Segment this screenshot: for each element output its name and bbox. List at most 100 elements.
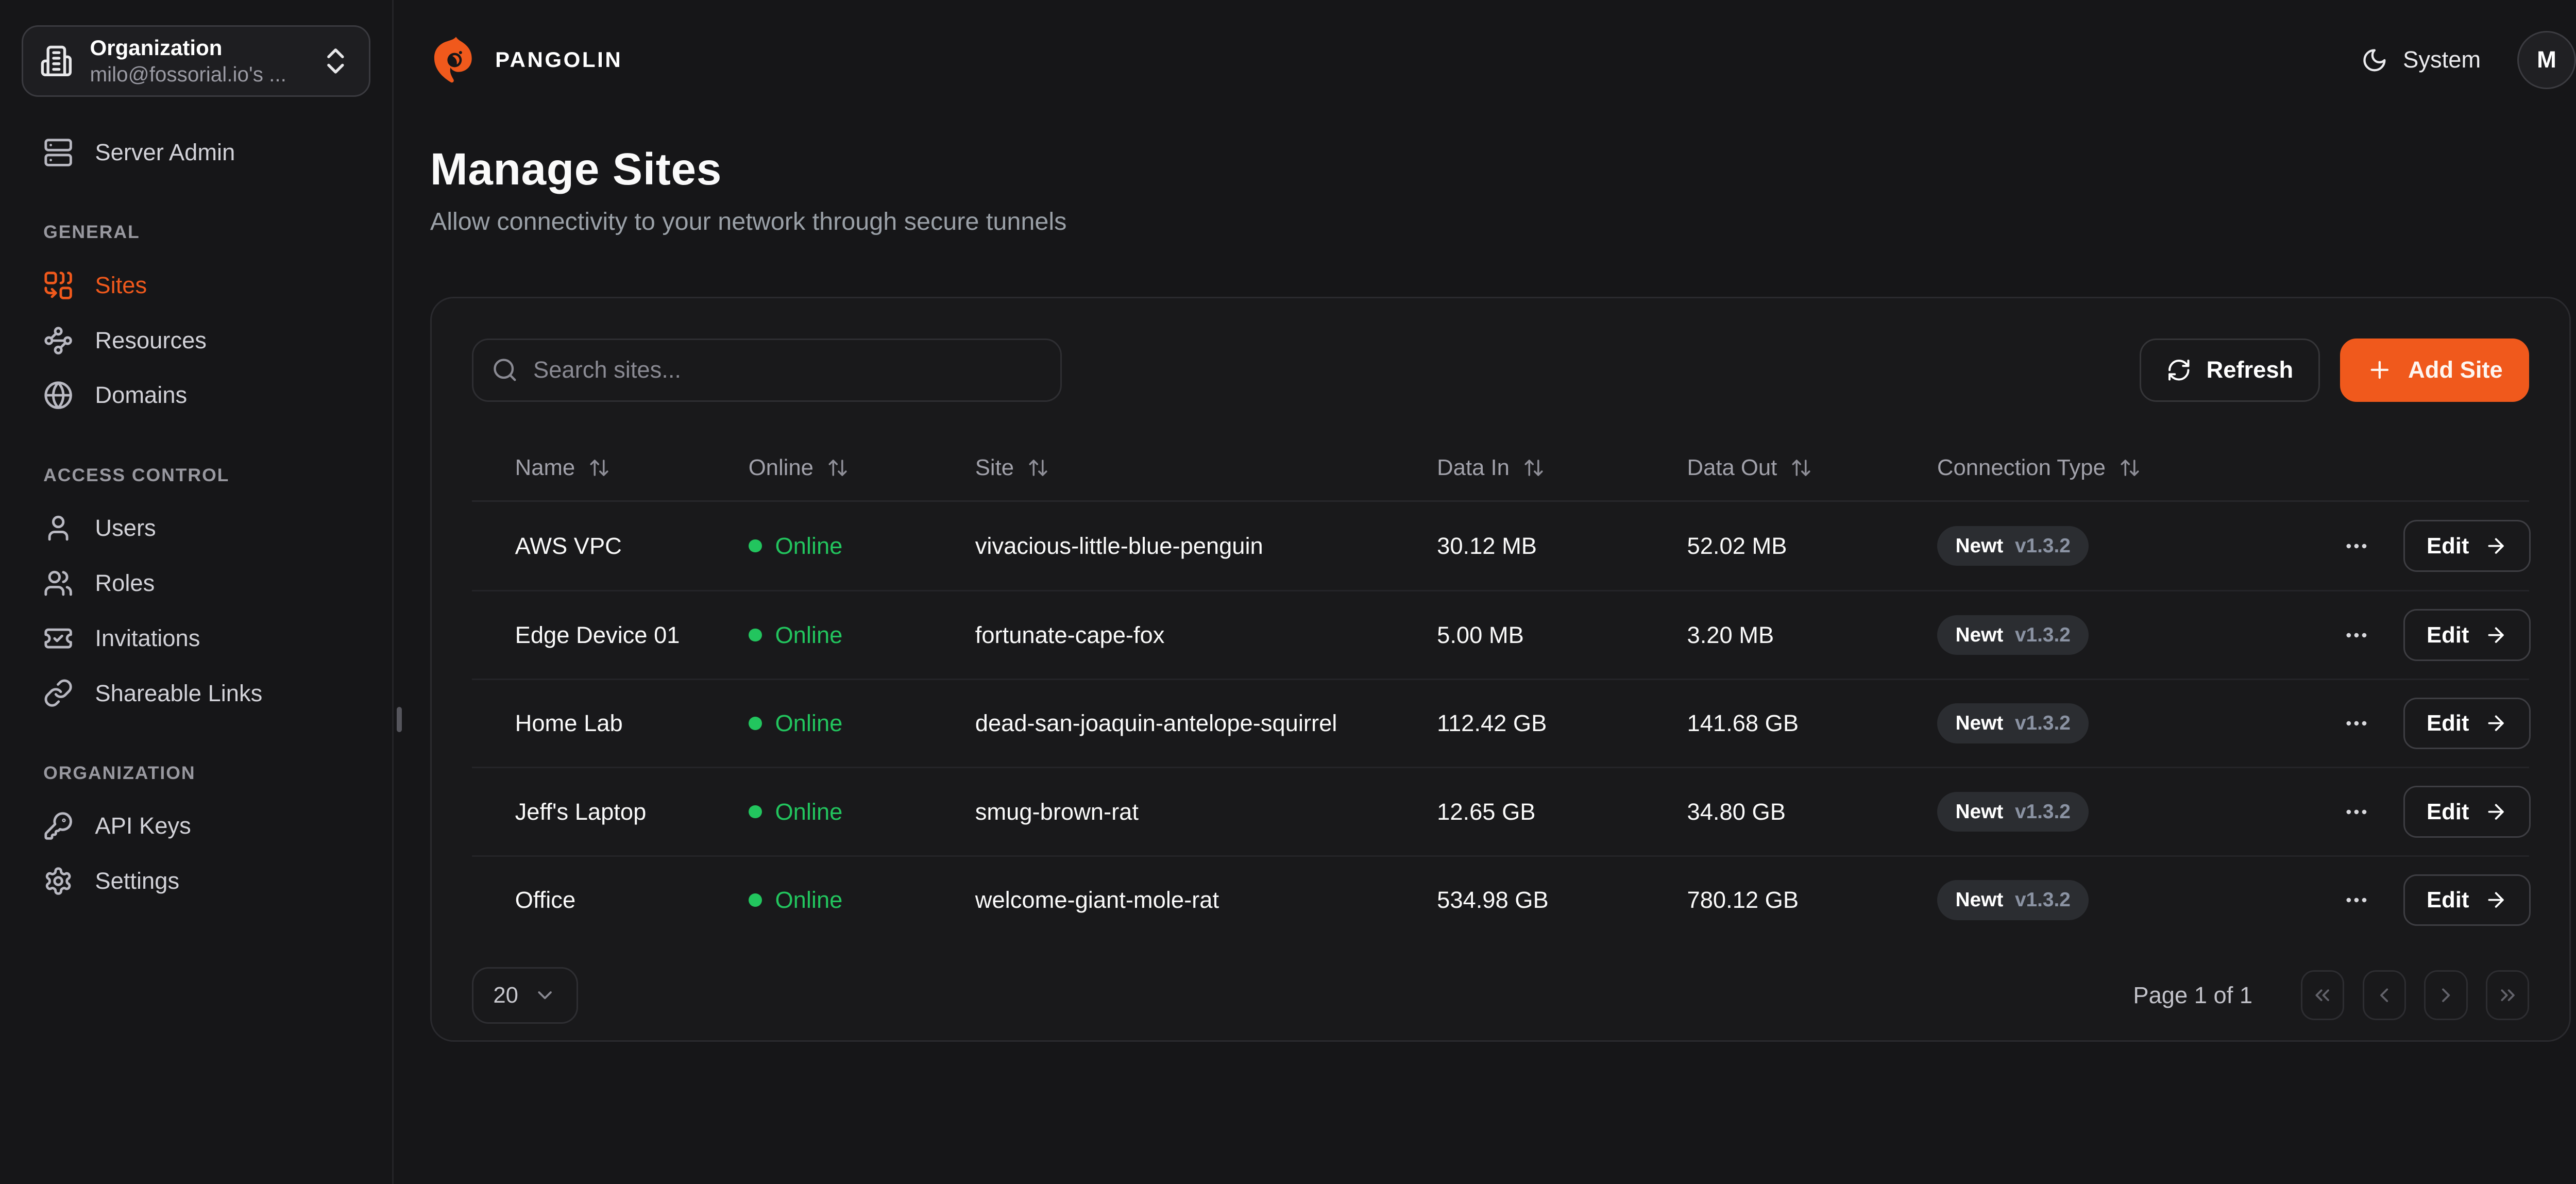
ticket-check-icon — [44, 628, 72, 649]
page-size-select[interactable]: 20 — [471, 967, 579, 1024]
online-dot-icon — [748, 717, 762, 730]
sidebar-item-users[interactable]: Users — [22, 501, 370, 556]
section-title-organization: ORGANIZATION — [43, 762, 196, 783]
chevrons-up-down-icon — [327, 48, 344, 74]
topbar: PANGOLIN System M — [394, 0, 2576, 120]
theme-toggle-label: System — [2403, 46, 2481, 73]
connection-type-name: Newt — [1955, 712, 2004, 735]
edit-button[interactable]: Edit — [2403, 697, 2531, 750]
data-in-value: 12.65 GB — [1437, 798, 1536, 825]
link-icon — [44, 680, 72, 707]
theme-toggle[interactable]: System — [2361, 46, 2481, 73]
online-dot-icon — [748, 539, 762, 553]
sidebar-item-sites[interactable]: Sites — [22, 258, 370, 313]
online-status-label: Online — [775, 621, 843, 648]
sidebar-item-server-admin[interactable]: Server Admin — [22, 125, 370, 180]
main-area: PANGOLIN System M Manage Sites Allow con… — [394, 0, 2576, 1184]
refresh-button[interactable]: Refresh — [2140, 338, 2320, 402]
gear-icon — [45, 867, 71, 895]
sidebar-item-resources[interactable]: Resources — [22, 313, 370, 368]
site-name: Home Lab — [515, 710, 623, 737]
online-dot-icon — [748, 805, 762, 819]
pagination-prev-button[interactable] — [2362, 970, 2406, 1021]
online-status: Online — [722, 710, 948, 737]
sidebar-item-roles[interactable]: Roles — [22, 556, 370, 611]
connection-type-name: Newt — [1955, 534, 2004, 557]
site-slug: smug-brown-rat — [975, 798, 1139, 825]
sidebar-item-label: Shareable Links — [95, 680, 263, 706]
edit-button[interactable]: Edit — [2403, 874, 2531, 926]
add-site-button[interactable]: Add Site — [2340, 338, 2530, 402]
column-header-data-out[interactable]: Data Out — [1660, 455, 1910, 481]
sort-icon — [1524, 459, 1543, 476]
row-menu-button[interactable] — [2337, 615, 2377, 655]
page-title: Manage Sites — [430, 144, 722, 195]
sidebar-item-api-keys[interactable]: API Keys — [22, 799, 370, 854]
pagination-last-button[interactable] — [2486, 970, 2530, 1021]
ellipsis-icon — [2346, 898, 2367, 903]
sidebar-item-invitations[interactable]: Invitations — [22, 611, 370, 666]
sidebar-item-shareable-links[interactable]: Shareable Links — [22, 666, 370, 721]
arrow-right-icon — [2488, 892, 2504, 908]
page-subtitle: Allow connectivity to your network throu… — [430, 207, 1067, 235]
avatar[interactable]: M — [2517, 30, 2576, 90]
table-header: Name Online Site Data In Data Out Connec… — [471, 435, 2530, 502]
site-name: Office — [515, 887, 576, 914]
arrow-right-icon — [2488, 627, 2504, 643]
online-status: Online — [722, 887, 948, 914]
sidebar-resize-handle[interactable] — [397, 707, 402, 732]
connection-type-badge: Newt v1.3.2 — [1937, 703, 2089, 743]
sites-card: Refresh Add Site Name Online Site Data I… — [430, 297, 2571, 1042]
pagination-status: Page 1 of 1 — [2133, 982, 2253, 1008]
column-header-online[interactable]: Online — [722, 455, 948, 481]
sidebar-item-domains[interactable]: Domains — [22, 368, 370, 423]
refresh-icon — [2168, 359, 2190, 381]
column-header-name[interactable]: Name — [472, 455, 722, 481]
column-header-connection-type[interactable]: Connection Type — [1910, 455, 2327, 481]
waypoints-icon — [44, 326, 72, 354]
data-out-value: 141.68 GB — [1687, 710, 1799, 737]
row-menu-button[interactable] — [2337, 792, 2377, 832]
pangolin-logo-icon — [434, 37, 472, 83]
chevron-right-icon — [2442, 988, 2450, 1002]
org-selector-value: milo@fossorial.io's ... — [90, 62, 286, 87]
column-header-site[interactable]: Site — [948, 455, 1410, 481]
edit-button[interactable]: Edit — [2403, 520, 2531, 572]
table-row: Home Lab Online dead-san-joaquin-antelop… — [471, 678, 2531, 767]
brand-name: PANGOLIN — [495, 47, 623, 72]
sort-icon — [828, 459, 847, 476]
row-menu-button[interactable] — [2337, 526, 2377, 566]
pagination-first-button[interactable] — [2300, 970, 2345, 1021]
chevrons-left-icon — [2315, 989, 2330, 1001]
sort-icon — [1792, 459, 1810, 476]
site-name: Jeff's Laptop — [515, 798, 647, 825]
connection-type-badge: Newt v1.3.2 — [1937, 615, 2089, 655]
row-menu-button[interactable] — [2337, 880, 2377, 920]
edit-button[interactable]: Edit — [2403, 609, 2531, 661]
combine-icon — [44, 272, 72, 299]
search-input[interactable] — [471, 338, 1062, 402]
sidebar-item-label: Users — [95, 515, 156, 542]
table-row: Jeff's Laptop Online smug-brown-rat 12.6… — [471, 767, 2531, 855]
ellipsis-icon — [2346, 633, 2367, 637]
row-menu-button[interactable] — [2337, 703, 2377, 743]
ellipsis-icon — [2346, 809, 2367, 814]
pagination-next-button[interactable] — [2424, 970, 2468, 1021]
table-row: AWS VPC Online vivacious-little-blue-pen… — [472, 502, 2531, 590]
site-name: Edge Device 01 — [515, 621, 680, 648]
edit-button-label: Edit — [2426, 799, 2469, 824]
sort-icon — [590, 459, 608, 476]
connection-type-version: v1.3.2 — [2014, 534, 2071, 557]
brand: PANGOLIN — [430, 35, 622, 85]
data-out-value: 780.12 GB — [1687, 887, 1799, 914]
edit-button[interactable]: Edit — [2403, 786, 2531, 838]
plus-icon — [2370, 361, 2389, 379]
online-status-label: Online — [775, 532, 843, 559]
section-title-general: GENERAL — [43, 222, 140, 243]
table-body: AWS VPC Online vivacious-little-blue-pen… — [471, 502, 2531, 944]
sidebar-item-settings[interactable]: Settings — [22, 854, 370, 909]
connection-type-version: v1.3.2 — [2014, 712, 2071, 735]
org-selector[interactable]: Organization milo@fossorial.io's ... — [22, 25, 370, 97]
column-header-data-in[interactable]: Data In — [1410, 455, 1660, 481]
